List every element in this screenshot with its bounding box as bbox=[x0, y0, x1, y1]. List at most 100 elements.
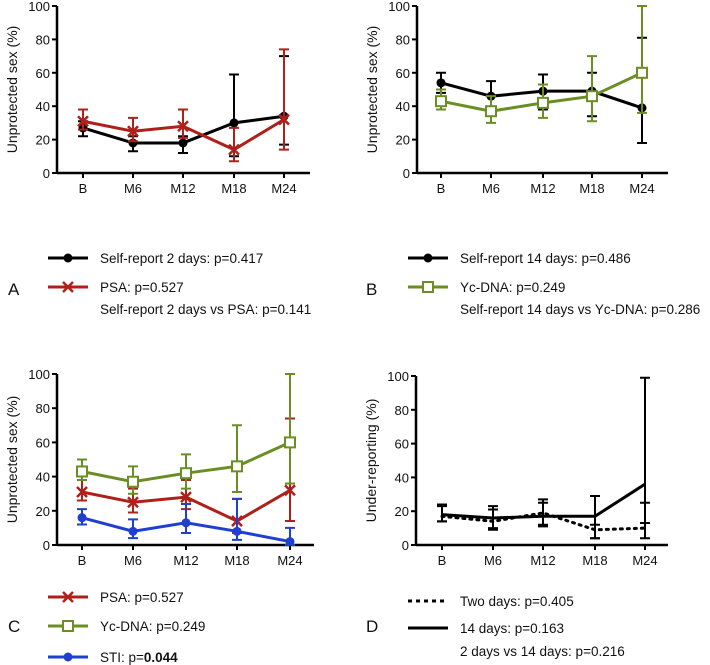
series-1 bbox=[437, 376, 650, 540]
series-1 bbox=[76, 373, 296, 495]
y-axis-label: Unprotected sex (%) bbox=[4, 26, 20, 154]
y-tick-label: 0 bbox=[402, 538, 409, 553]
x-tick-label: M12 bbox=[530, 181, 555, 196]
legend-label: 14 days: p=0.163 bbox=[460, 621, 564, 636]
legend-text: PSA: p=0.527 bbox=[100, 590, 184, 605]
error-bar bbox=[279, 48, 289, 151]
legend-item: Self-report 14 days: p=0.486 bbox=[408, 251, 631, 266]
legend-marker bbox=[422, 281, 434, 293]
legend-marker bbox=[63, 652, 73, 662]
x-tick-label: M18 bbox=[224, 553, 249, 568]
error-bar bbox=[538, 498, 548, 528]
data-point bbox=[177, 120, 189, 133]
legend-label: STI: p=0.044 bbox=[100, 650, 178, 665]
series-line bbox=[440, 511, 647, 532]
legend-text: Yc-DNA: p=0.249 bbox=[100, 619, 205, 634]
panel-letter: C bbox=[8, 617, 20, 636]
legend-label: PSA: p=0.527 bbox=[100, 590, 184, 605]
legend-item: Yc-DNA: p=0.249 bbox=[408, 280, 565, 295]
error-bar bbox=[232, 424, 242, 493]
data-point bbox=[436, 78, 446, 88]
x-tick-label: M6 bbox=[482, 181, 500, 196]
data-point bbox=[636, 66, 648, 79]
data-point bbox=[180, 467, 192, 480]
legend-item: Self-report 2 days: p=0.417 bbox=[48, 251, 263, 266]
legend-label: Yc-DNA: p=0.249 bbox=[460, 280, 565, 295]
y-tick-label: 60 bbox=[36, 435, 50, 450]
x-tick-label: M24 bbox=[277, 553, 302, 568]
legend-label: Self-report 14 days: p=0.486 bbox=[460, 251, 631, 266]
y-tick-label: 80 bbox=[395, 403, 409, 418]
panel-letter: A bbox=[8, 280, 20, 299]
x-tick-label: M6 bbox=[124, 553, 142, 568]
legend-item: Two days: p=0.405 bbox=[408, 594, 574, 609]
legend-text: 14 days: p=0.163 bbox=[460, 621, 564, 636]
legend-text: Self-report 2 days: p=0.417 bbox=[100, 251, 263, 266]
data-point bbox=[485, 105, 497, 118]
y-tick-label: 80 bbox=[36, 401, 50, 416]
y-tick-label: 40 bbox=[36, 470, 50, 485]
y-tick-label: 60 bbox=[36, 66, 50, 81]
x-tick-label: M12 bbox=[173, 553, 198, 568]
legend-label: Self-report 2 days: p=0.417 bbox=[100, 251, 263, 266]
x-tick-label: M6 bbox=[124, 181, 142, 196]
comparison-note: Self-report 2 days vs PSA: p=0.141 bbox=[100, 302, 311, 317]
error-bar bbox=[285, 373, 295, 485]
legend-marker bbox=[62, 591, 74, 603]
series-1 bbox=[77, 48, 290, 163]
legend-item: PSA: p=0.527 bbox=[48, 280, 184, 295]
legend-text: Yc-DNA: p=0.249 bbox=[460, 280, 565, 295]
data-point bbox=[127, 125, 139, 138]
data-point bbox=[181, 518, 191, 528]
y-tick-label: 20 bbox=[36, 133, 50, 148]
panel-letter: B bbox=[366, 280, 377, 299]
legend-item: STI: p=0.044 bbox=[48, 650, 178, 665]
data-point bbox=[76, 486, 88, 498]
x-tick-label: M12 bbox=[170, 181, 195, 196]
error-bar bbox=[587, 55, 597, 123]
y-tick-label: 40 bbox=[396, 99, 410, 114]
x-tick-label: B bbox=[437, 181, 446, 196]
data-point bbox=[178, 138, 188, 148]
x-tick-label: B bbox=[79, 181, 88, 196]
y-tick-label: 20 bbox=[36, 504, 50, 519]
data-point bbox=[435, 95, 447, 108]
legend-item: 14 days: p=0.163 bbox=[408, 621, 564, 636]
panel-D: 0 20 40 60 80 100 B M6 M12 M18 M24 Under-reporting … bbox=[363, 369, 668, 659]
x-tick-label: M24 bbox=[632, 553, 657, 568]
legend-label: Yc-DNA: p=0.249 bbox=[100, 619, 205, 634]
y-tick-label: 100 bbox=[28, 367, 50, 382]
y-tick-label: 40 bbox=[36, 99, 50, 114]
legend-label: Two days: p=0.405 bbox=[460, 594, 574, 609]
data-point bbox=[285, 537, 295, 547]
y-tick-label: 100 bbox=[28, 0, 50, 14]
data-point bbox=[77, 513, 87, 523]
series-1 bbox=[435, 5, 648, 124]
data-point bbox=[231, 460, 243, 473]
y-tick-label: 80 bbox=[36, 32, 50, 47]
data-point bbox=[586, 90, 598, 103]
data-point bbox=[278, 113, 290, 126]
y-axis-label: Unprotected sex (%) bbox=[4, 396, 20, 524]
y-axis-label: Under-reporting (%) bbox=[363, 399, 379, 523]
legend-text: Self-report 14 days: p=0.486 bbox=[460, 251, 631, 266]
series-line bbox=[441, 482, 646, 520]
x-tick-label: M12 bbox=[530, 553, 555, 568]
y-tick-label: 0 bbox=[43, 166, 50, 181]
series-2 bbox=[77, 497, 295, 547]
legend-label: PSA: p=0.527 bbox=[100, 280, 184, 295]
panel-letter: D bbox=[366, 617, 378, 636]
y-tick-label: 0 bbox=[43, 538, 50, 553]
data-point bbox=[284, 436, 296, 449]
legend-item: PSA: p=0.527 bbox=[48, 590, 184, 605]
x-tick-label: M18 bbox=[221, 181, 246, 196]
y-tick-label: 60 bbox=[396, 66, 410, 81]
series-0 bbox=[78, 55, 289, 158]
legend-marker bbox=[62, 620, 74, 632]
legend-text: STI: p= bbox=[100, 650, 144, 665]
x-tick-label: B bbox=[78, 553, 87, 568]
legend-marker bbox=[62, 281, 74, 293]
y-axis-label: Unprotected sex (%) bbox=[364, 26, 380, 154]
y-tick-label: 60 bbox=[395, 437, 409, 452]
